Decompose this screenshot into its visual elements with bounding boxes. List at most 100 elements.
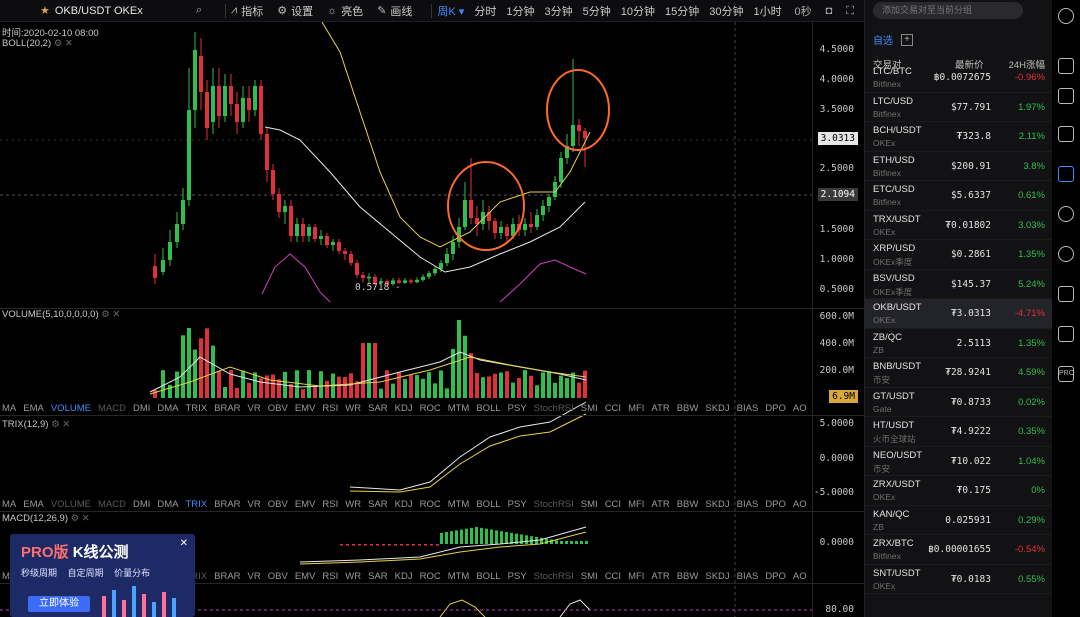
favorite-star-icon[interactable]: ★ [40, 5, 50, 17]
indicator-tab-vr[interactable]: VR [247, 498, 261, 510]
watchlist-row[interactable]: GT/USDT Gate ₮0.8733 0.02% [865, 388, 1053, 417]
indicator-tab-skdj[interactable]: SKDJ [705, 402, 730, 414]
indicator-tab-rsi[interactable]: RSI [322, 570, 339, 582]
watchlist-row[interactable]: BCH/USDT OKEx ₮323.8 2.11% [865, 122, 1053, 152]
draw-button[interactable]: ✎ 画线 [377, 5, 413, 18]
indicator-tab-vr[interactable]: VR [247, 402, 261, 414]
indicator-tab-emv[interactable]: EMV [294, 402, 316, 414]
watchlist-row[interactable]: SNT/USDT OKEx ₮0.0183 0.55% [865, 565, 1053, 594]
try-now-button[interactable]: 立即体验 [28, 596, 90, 612]
indicator-tab-ema[interactable]: EMA [23, 498, 44, 510]
indicator-tab-psy[interactable]: PSY [507, 570, 527, 582]
period-timeshare[interactable]: 分时 [474, 5, 497, 18]
watchlist-row[interactable]: KAN/QC ZB 0.025931 0.29% [865, 506, 1053, 535]
indicator-tab-ema[interactable]: EMA [23, 402, 44, 414]
indicator-tab-trix[interactable]: TRIX [185, 498, 208, 510]
pair-selector[interactable]: ★ OKB/USDT OKEx [0, 4, 196, 18]
indicator-tab-brar[interactable]: BRAR [214, 570, 241, 582]
indicator-tab-cci[interactable]: CCI [604, 570, 622, 582]
compass-icon[interactable] [1058, 246, 1074, 262]
watchlist-row[interactable]: LTC/BTC Bitfinex ฿0.0072675 -0.96% [865, 63, 1053, 93]
indicator-tab-atr[interactable]: ATR [651, 570, 670, 582]
period-30m[interactable]: 30分钟 [709, 5, 744, 18]
indicator-tab-stochrsi[interactable]: StochRSI [533, 570, 574, 582]
indicator-tab-trix[interactable]: TRIX [185, 570, 208, 582]
period-5m[interactable]: 5分钟 [582, 5, 611, 18]
watchlist-row[interactable]: LTC/USD Bitfinex $77.791 1.97% [865, 93, 1053, 122]
chart-icon[interactable] [1058, 58, 1074, 74]
indicator-tab-bbw[interactable]: BBW [676, 498, 699, 510]
indicator-tab-ma[interactable]: MA [2, 402, 17, 414]
calendar-icon[interactable] [1058, 88, 1074, 104]
indicator-tab-obv[interactable]: OBV [267, 498, 288, 510]
indicator-tab-atr[interactable]: ATR [651, 402, 670, 414]
indicator-tab-dpo[interactable]: DPO [765, 402, 786, 414]
indicator-tab-obv[interactable]: OBV [267, 570, 288, 582]
indicator-tab-cci[interactable]: CCI [604, 498, 622, 510]
indicator-tab-mfi[interactable]: MFI [628, 402, 645, 414]
indicator-tab-sar[interactable]: SAR [368, 402, 388, 414]
indicator-tab-bbw[interactable]: BBW [676, 570, 699, 582]
tab-favorites[interactable]: 自选 [873, 36, 893, 47]
indicator-tab-dpo[interactable]: DPO [765, 570, 786, 582]
watchlist-row[interactable]: HT/USDT 火币全球站 ₮4.9222 0.35% [865, 417, 1053, 447]
watchlist-row[interactable]: ETH/USD Bitfinex $200.91 3.8% [865, 152, 1053, 181]
indicator-tab-roc[interactable]: ROC [419, 498, 441, 510]
indicator-tab-sar[interactable]: SAR [368, 498, 388, 510]
period-1m[interactable]: 1分钟 [506, 5, 535, 18]
indicator-tab-skdj[interactable]: SKDJ [705, 498, 730, 510]
watchlist-row[interactable]: XRP/USD OKEx季度 $0.2861 1.35% [865, 240, 1053, 270]
camera-icon[interactable]: ◘ [825, 5, 833, 17]
watchlist-row[interactable]: ZB/QC ZB 2.5113 1.35% [865, 329, 1053, 358]
indicator-tab-wr[interactable]: WR [345, 570, 362, 582]
indicator-tab-bbw[interactable]: BBW [676, 402, 699, 414]
period-week[interactable]: 周K ▾ [437, 5, 465, 18]
indicator-tab-vr[interactable]: VR [247, 570, 261, 582]
theme-button[interactable]: ☼ 亮色 [327, 4, 364, 18]
indicator-tab-roc[interactable]: ROC [419, 402, 441, 414]
watchlist-row[interactable]: BSV/USD OKEx季度 $145.37 5.24% [865, 270, 1053, 299]
indicator-tab-bias[interactable]: BIAS [736, 498, 759, 510]
pro-promo-banner[interactable]: PRO版 K线公测 ✕ 秒级周期 自定周期 价量分布 立即体验 [10, 534, 195, 617]
indicator-tab-rsi[interactable]: RSI [322, 498, 339, 510]
indicator-tab-skdj[interactable]: SKDJ [705, 570, 730, 582]
indicator-tab-mfi[interactable]: MFI [628, 570, 645, 582]
indicator-tab-wr[interactable]: WR [345, 402, 362, 414]
watchlist-row[interactable]: TRX/USDT OKEx ₮0.01802 3.03% [865, 211, 1053, 240]
add-group-icon[interactable]: + [901, 33, 913, 46]
settings-button[interactable]: ⚙ 设置 [277, 5, 314, 18]
period-3m[interactable]: 3分钟 [544, 5, 573, 18]
indicator-tab-macd[interactable]: MACD [97, 402, 126, 414]
document-icon[interactable] [1058, 286, 1074, 302]
search-icon[interactable]: ⌕ [196, 4, 203, 16]
indicator-tab-boll[interactable]: BOLL [476, 498, 501, 510]
indicator-tab-psy[interactable]: PSY [507, 498, 527, 510]
indicator-tab-boll[interactable]: BOLL [476, 570, 501, 582]
indicator-tab-mtm[interactable]: MTM [447, 570, 470, 582]
pro-icon[interactable]: PRO [1058, 366, 1074, 382]
indicator-tab-volume[interactable]: VOLUME [50, 402, 91, 414]
indicator-tab-rsi[interactable]: RSI [322, 402, 339, 414]
indicator-tab-smi[interactable]: SMI [580, 570, 598, 582]
indicator-tab-bias[interactable]: BIAS [736, 570, 759, 582]
fullscreen-icon[interactable]: ⛶ [846, 4, 854, 17]
indicator-tab-macd[interactable]: MACD [97, 498, 126, 510]
watchlist-row[interactable]: ZRX/USDT OKEx ₮0.175 0% [865, 476, 1053, 506]
indicator-tab-kdj[interactable]: KDJ [394, 402, 413, 414]
indicator-tab-dmi[interactable]: DMI [132, 498, 151, 510]
indicator-tab-brar[interactable]: BRAR [214, 498, 241, 510]
avatar-icon[interactable] [1058, 8, 1074, 24]
period-10m[interactable]: 10分钟 [620, 5, 655, 18]
indicator-tab-bias[interactable]: BIAS [736, 402, 759, 414]
indicator-tab-ma[interactable]: MA [2, 571, 16, 582]
indicator-tab-ma[interactable]: MA [2, 498, 17, 510]
indicator-tab-volume[interactable]: VOLUME [50, 498, 91, 510]
indicator-tabs-volume[interactable]: MA EMA VOLUME MACD DMI DMA TRIX BRAR VR OBV EMV RSI… [0, 402, 812, 414]
indicator-tab-roc[interactable]: ROC [419, 570, 441, 582]
indicator-tab-atr[interactable]: ATR [651, 498, 670, 510]
indicator-tab-ao[interactable]: AO [792, 498, 807, 510]
indicator-tab-kdj[interactable]: KDJ [394, 498, 413, 510]
chart-canvas[interactable] [0, 22, 864, 617]
indicator-tab-stochrsi[interactable]: StochRSI [533, 402, 574, 414]
close-icon[interactable]: ✕ [179, 538, 188, 549]
